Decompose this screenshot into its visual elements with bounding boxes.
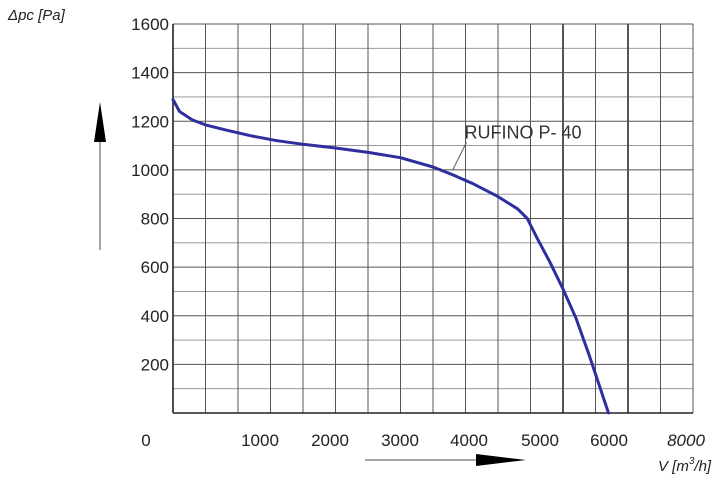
x-tick-label: 3000 [381,431,419,450]
y-tick-labels: 200 400 600 800 1000 1200 1400 1600 [131,15,169,374]
y-tick-label: 1200 [131,112,169,131]
y-axis-label: Δpc [Pa] [7,7,66,24]
annotation-leader [452,142,467,171]
y-tick-label: 200 [141,355,169,374]
y-tick-label: 400 [141,307,169,326]
x-tick-label: 6000 [590,431,628,450]
grid [172,23,694,414]
y-arrow-icon [94,102,106,250]
series-line-rufino-p-40 [171,97,610,415]
x-tick-label: 4000 [450,431,488,450]
y-tick-label: 600 [141,258,169,277]
x-tick-label: 8000 [667,431,705,450]
y-tick-label: 1000 [131,161,169,180]
y-tick-label: 1600 [131,15,169,34]
series-layer [171,97,610,415]
x-arrow-icon [365,454,526,466]
x-axis-label-superscript: 3 [689,456,695,467]
annotation-label: RUFINO P- 40 [465,122,582,142]
y-tick-label: 1400 [131,64,169,83]
x-tick-label: 1000 [241,431,279,450]
x-tick-label: 0 [141,431,150,450]
y-tick-label: 800 [141,210,169,229]
x-tick-label: 2000 [311,431,349,450]
x-tick-labels: 0 1000 2000 3000 4000 5000 6000 8000 [141,431,705,450]
x-tick-label: 5000 [521,431,559,450]
x-axis-label: V [m3/h] [658,456,712,475]
axes [172,24,693,414]
